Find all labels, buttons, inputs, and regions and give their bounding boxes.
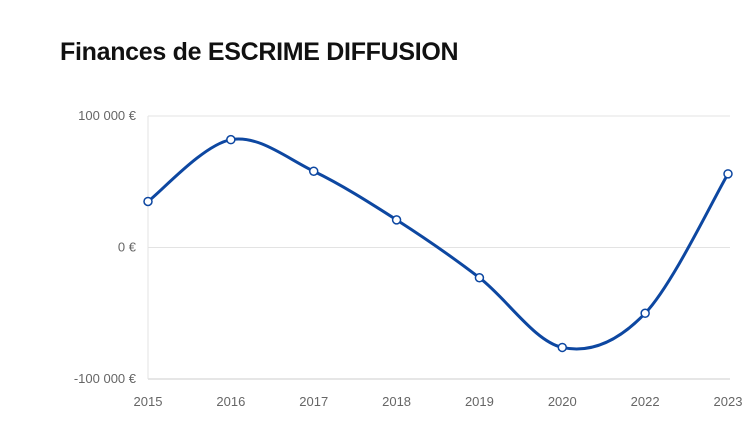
data-point-2016[interactable] — [226, 134, 236, 145]
y-tick-label: -100 000 € — [74, 371, 137, 386]
data-point-2022[interactable] — [640, 308, 650, 318]
data-points — [143, 134, 733, 353]
x-tick-label: 2023 — [714, 394, 743, 409]
x-axis-ticks: 2015 2016 2017 2018 2019 2020 2022 2023 — [134, 394, 743, 409]
data-point-2019[interactable] — [474, 272, 485, 283]
y-tick-label: 100 000 € — [78, 108, 137, 123]
y-axis-ticks: 100 000 € 0 € -100 000 € — [74, 108, 137, 386]
x-tick-label: 2020 — [548, 394, 577, 409]
data-point-2017[interactable] — [308, 166, 319, 176]
y-tick-label: 0 € — [118, 240, 137, 255]
data-point-2018[interactable] — [391, 215, 402, 225]
data-point-2020[interactable] — [557, 342, 568, 353]
x-tick-label: 2022 — [631, 394, 660, 409]
data-point-2023[interactable] — [723, 169, 733, 179]
x-tick-label: 2015 — [134, 394, 163, 409]
series-line — [146, 137, 730, 351]
x-tick-label: 2016 — [216, 394, 245, 409]
x-tick-label: 2019 — [465, 394, 494, 409]
page-title: Finances de ESCRIME DIFFUSION — [60, 38, 459, 66]
data-point-2015[interactable] — [143, 196, 153, 207]
x-tick-label: 2017 — [299, 394, 328, 409]
x-tick-label: 2018 — [382, 394, 411, 409]
